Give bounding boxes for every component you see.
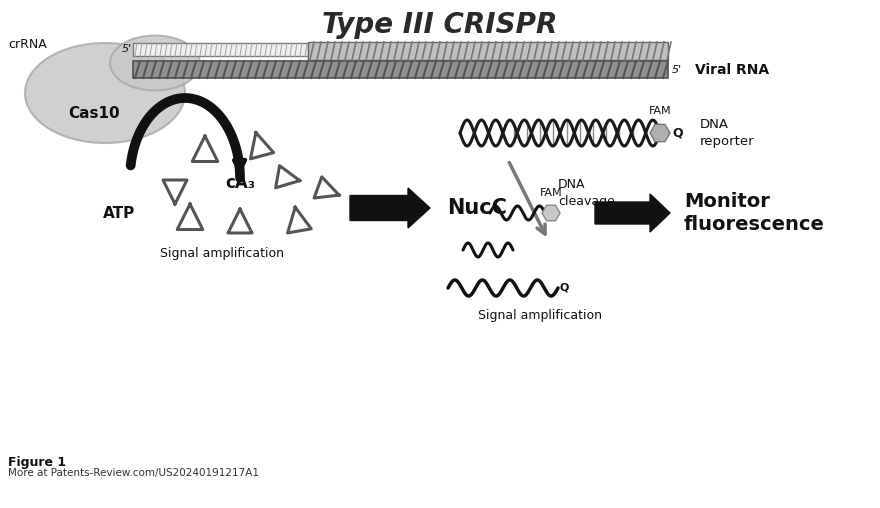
FancyBboxPatch shape xyxy=(133,61,668,78)
Text: Viral RNA: Viral RNA xyxy=(695,63,769,77)
FancyBboxPatch shape xyxy=(308,42,668,60)
Text: NucC: NucC xyxy=(447,198,507,218)
Text: FAM: FAM xyxy=(539,188,562,198)
Text: 5': 5' xyxy=(122,44,132,54)
Text: Signal amplification: Signal amplification xyxy=(478,309,602,323)
Text: FAM: FAM xyxy=(649,106,671,116)
Text: Cas10: Cas10 xyxy=(68,106,120,120)
Text: More at Patents-Review.com/US20240191217A1: More at Patents-Review.com/US20240191217… xyxy=(8,468,259,478)
Ellipse shape xyxy=(25,43,185,143)
Ellipse shape xyxy=(110,36,200,90)
Text: Q: Q xyxy=(672,126,683,140)
FancyArrow shape xyxy=(350,188,430,228)
FancyArrow shape xyxy=(595,194,670,232)
Text: Type III CRISPR: Type III CRISPR xyxy=(322,11,558,39)
Text: 5': 5' xyxy=(672,65,682,75)
Text: DNA
cleavage: DNA cleavage xyxy=(558,178,615,207)
Text: Monitor
fluorescence: Monitor fluorescence xyxy=(684,192,825,234)
Polygon shape xyxy=(542,205,560,221)
Text: Figure 1: Figure 1 xyxy=(8,456,66,469)
Text: cA₃: cA₃ xyxy=(225,174,255,192)
Text: Signal amplification: Signal amplification xyxy=(160,246,284,260)
Polygon shape xyxy=(650,124,670,142)
Text: ATP: ATP xyxy=(103,206,136,220)
Text: DNA
reporter: DNA reporter xyxy=(700,118,755,148)
FancyBboxPatch shape xyxy=(133,43,308,56)
Text: crRNA: crRNA xyxy=(8,39,47,51)
Text: Q: Q xyxy=(560,283,569,293)
